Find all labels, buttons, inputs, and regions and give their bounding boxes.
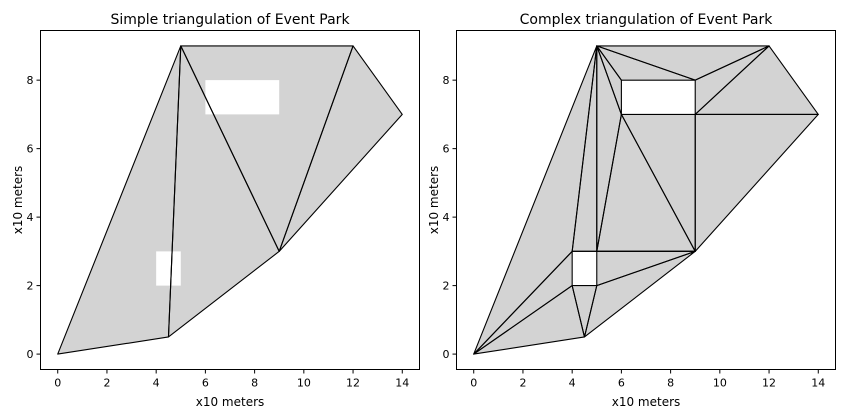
y-tick-label: 0	[443, 348, 450, 361]
hole-region	[572, 251, 597, 286]
y-tick-label: 8	[27, 74, 34, 87]
y-tick-label: 4	[443, 211, 450, 224]
x-ticks: 0 2 4 6 8 10 12 14	[54, 369, 409, 390]
y-tick-label: 4	[27, 211, 34, 224]
y-ticks: 0 2 4 6 8	[27, 74, 41, 361]
y-tick-label: 8	[443, 74, 450, 87]
y-ticks: 0 2 4 6 8	[443, 74, 457, 361]
x-tick-label: 8	[667, 377, 674, 390]
axes-frame	[456, 30, 836, 370]
x-axis-label: x10 meters	[196, 395, 265, 409]
triangle-edge	[278, 45, 403, 252]
y-axis-label: x10 meters	[427, 166, 441, 235]
x-tick-label: 0	[470, 377, 477, 390]
panel-complex: Complex triangulation of Event Park 0 2 4 6…	[427, 12, 836, 409]
chart-title: Simple triangulation of Event Park	[110, 12, 350, 28]
x-tick-label: 10	[713, 377, 727, 390]
x-ticks: 0 2 4 6 8 10 12 14	[470, 369, 825, 390]
x-tick-label: 4	[569, 377, 576, 390]
x-tick-label: 14	[811, 377, 825, 390]
chart-title: Complex triangulation of Event Park	[520, 12, 774, 28]
y-tick-label: 0	[27, 348, 34, 361]
x-tick-label: 2	[519, 377, 526, 390]
triangulation-mesh	[473, 45, 819, 355]
x-axis-label: x10 meters	[612, 395, 681, 409]
y-tick-label: 6	[443, 143, 450, 156]
triangulation-mesh	[57, 45, 403, 355]
x-tick-label: 6	[202, 377, 209, 390]
x-tick-label: 2	[103, 377, 110, 390]
x-tick-label: 12	[762, 377, 776, 390]
x-tick-label: 0	[54, 377, 61, 390]
hole-region	[156, 251, 181, 286]
hole-region	[205, 80, 280, 115]
y-tick-label: 2	[27, 280, 34, 293]
panel-simple: Simple triangulation of Event Park 0 2 4 6 8…	[11, 12, 420, 409]
x-tick-label: 14	[395, 377, 409, 390]
x-tick-label: 4	[153, 377, 160, 390]
y-tick-label: 2	[443, 280, 450, 293]
y-axis-label: x10 meters	[11, 166, 25, 235]
x-tick-label: 12	[346, 377, 360, 390]
x-tick-label: 10	[297, 377, 311, 390]
axes-frame	[40, 30, 420, 370]
y-tick-label: 6	[27, 143, 34, 156]
x-tick-label: 8	[251, 377, 258, 390]
x-tick-label: 6	[618, 377, 625, 390]
hole-region	[621, 80, 696, 115]
